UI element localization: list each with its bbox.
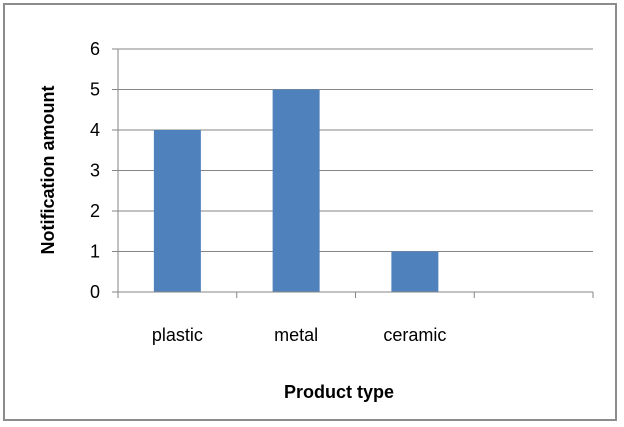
y-axis-ticks: 0 1 2 3 4 5 6 bbox=[90, 39, 118, 302]
x-tick-label: ceramic bbox=[383, 325, 446, 345]
y-tick-label: 5 bbox=[90, 80, 100, 100]
bar-metal bbox=[272, 89, 320, 292]
x-axis-ticks: plastic metal ceramic bbox=[117, 292, 594, 345]
x-tick-label: metal bbox=[274, 325, 318, 345]
x-axis-title: Product type bbox=[284, 382, 394, 402]
y-tick-label: 6 bbox=[90, 39, 100, 59]
y-tick-label: 0 bbox=[90, 282, 100, 302]
bars bbox=[153, 89, 439, 292]
bar-ceramic bbox=[391, 251, 439, 292]
y-tick-label: 3 bbox=[90, 161, 100, 181]
x-tick-label: plastic bbox=[152, 325, 203, 345]
y-tick-label: 4 bbox=[90, 120, 100, 140]
y-tick-label: 1 bbox=[90, 242, 100, 262]
y-axis-title: Notification amount bbox=[38, 86, 58, 255]
y-tick-label: 2 bbox=[90, 201, 100, 221]
bar-plastic bbox=[153, 130, 201, 292]
